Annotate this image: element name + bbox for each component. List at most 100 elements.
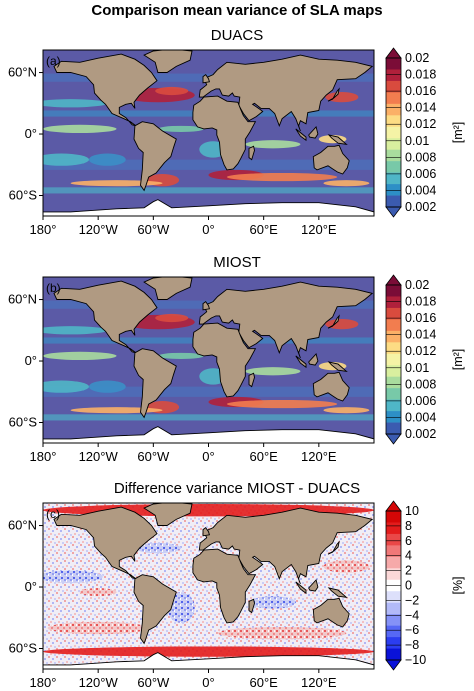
lat-label: 60°N: [8, 518, 37, 533]
colorbar-tick-label: 0.02: [405, 278, 429, 292]
field-patch: [43, 124, 117, 133]
colorbar: 0.02 0.018 0.016 0.014 0.012 0.01 0.008 0.006 0.…: [385, 274, 465, 445]
colorbar-segment: [386, 80, 401, 93]
colorbar-tick-label: 10: [405, 504, 419, 518]
colorbar-tick-label: 0.006: [405, 394, 436, 408]
colorbar-segment: [386, 342, 401, 355]
landmass-south-america: [133, 574, 177, 645]
colorbar-segment: [386, 522, 401, 535]
colorbar-segment: [386, 568, 401, 581]
colorbar-segment: [386, 388, 401, 400]
lat-label: 60°S: [9, 415, 38, 430]
field-patch: [88, 153, 126, 166]
landmass-eurasia: [198, 281, 374, 359]
colorbar-segment: [386, 115, 401, 128]
lon-label: 0°: [202, 675, 214, 690]
colorbar-tick-label: 0.008: [405, 150, 436, 164]
field-patch: [245, 140, 301, 149]
map-panel-2: (b) 60°N 0° 60°S 180° 120°W 60°W 0° 60°E 120°E 0.0…: [8, 274, 465, 464]
landmass-africa: [192, 322, 257, 398]
landmass-north-america: [53, 506, 158, 580]
colorbar-segment: [386, 602, 401, 615]
colorbar-tick-label: 0.008: [405, 377, 436, 391]
field-patch: [245, 367, 301, 376]
colorbar-tick-label: 0.016: [405, 311, 436, 325]
field-patch: [249, 596, 296, 609]
landmass-uk: [202, 73, 210, 84]
colorbar-tick-label: −4: [405, 608, 419, 622]
landmass-greenland: [143, 277, 193, 300]
colorbar-min-arrow: [385, 206, 402, 218]
landmass-new-guinea: [327, 587, 348, 598]
colorbar-segment: [386, 511, 401, 523]
field-patch: [134, 542, 181, 554]
lon-label: 0°: [202, 222, 214, 237]
landmass-new-guinea: [327, 361, 348, 372]
colorbar-segment: [386, 411, 401, 423]
landmass-eurasia: [198, 54, 374, 132]
landmass-uk: [202, 300, 210, 311]
lon-label: 60°W: [137, 675, 170, 690]
field-patch: [226, 399, 338, 409]
landmass-south-america: [133, 121, 177, 192]
landmass-eurasia: [198, 507, 374, 585]
colorbar-tick-label: 0.012: [405, 344, 436, 358]
field-patch: [43, 380, 89, 393]
map-panel-3: (c) 60°N 0° 60°S 180° 120°W 60°W 0° 60°E 120°E 108…: [8, 500, 465, 690]
landmass-south-america: [133, 348, 177, 419]
colorbar-tick-label: 0: [405, 579, 412, 593]
map-field: [43, 277, 374, 442]
lon-label: 180°: [30, 222, 57, 237]
colorbar-tick-label: 2: [405, 564, 412, 578]
panel-letter: (a): [46, 54, 61, 68]
landmass-north-america: [53, 280, 158, 354]
colorbar-segment: [386, 319, 401, 332]
landmass-new-guinea: [327, 134, 348, 145]
colorbar-segment: [386, 103, 401, 116]
landmass-japan: [327, 87, 340, 102]
colorbar-max-arrow: [385, 47, 402, 59]
colorbar-max-arrow: [385, 274, 402, 286]
field-patch: [79, 588, 117, 597]
colorbar-tick-label: −6: [405, 623, 419, 637]
lat-label: 0°: [25, 579, 37, 594]
lon-label: 60°E: [249, 449, 278, 464]
landmass-africa: [192, 548, 257, 624]
landmass-madagascar: [248, 145, 255, 161]
field-patch: [155, 86, 189, 96]
lat-label: 60°N: [8, 292, 37, 307]
field-patch: [43, 153, 89, 166]
lon-label: 60°E: [249, 675, 278, 690]
figure-title: Comparison mean variance of SLA maps: [91, 2, 383, 19]
colorbar-tick-label: 0.002: [405, 200, 436, 214]
colorbar-min-arrow: [385, 433, 402, 445]
colorbar-tick-label: 8: [405, 519, 412, 533]
colorbar-min-arrow: [385, 659, 402, 671]
colorbar-tick-label: 0.004: [405, 183, 436, 197]
colorbar-tick-label: 6: [405, 534, 412, 548]
field-patch: [88, 380, 126, 393]
lat-label: 0°: [25, 126, 37, 141]
lat-label: 60°S: [9, 188, 38, 203]
map-panel-1: (a) 60°N 0° 60°S 180° 120°W 60°W 0° 60°E 120°E 0.0…: [8, 47, 465, 237]
field-patch: [43, 570, 103, 583]
lon-label: 60°W: [137, 449, 170, 464]
lon-label: 180°: [30, 449, 57, 464]
colorbar-segment: [386, 422, 401, 435]
variance-band: [43, 159, 374, 170]
colorbar-segment: [386, 399, 401, 412]
colorbar-unit: [m²]: [451, 349, 465, 371]
colorbar-tick-label: 0.012: [405, 117, 436, 131]
colorbar-segment: [386, 161, 401, 173]
colorbar-segment: [386, 648, 401, 661]
field-patch: [47, 621, 149, 635]
field-patch: [323, 180, 370, 187]
field-patch: [43, 351, 117, 361]
colorbar-segment: [386, 92, 401, 105]
colorbar: 0.02 0.018 0.016 0.014 0.012 0.01 0.008 0.006 0.…: [385, 47, 465, 218]
field-patch: [70, 407, 163, 414]
variance-band: [43, 187, 374, 194]
colorbar-segment: [386, 353, 401, 366]
